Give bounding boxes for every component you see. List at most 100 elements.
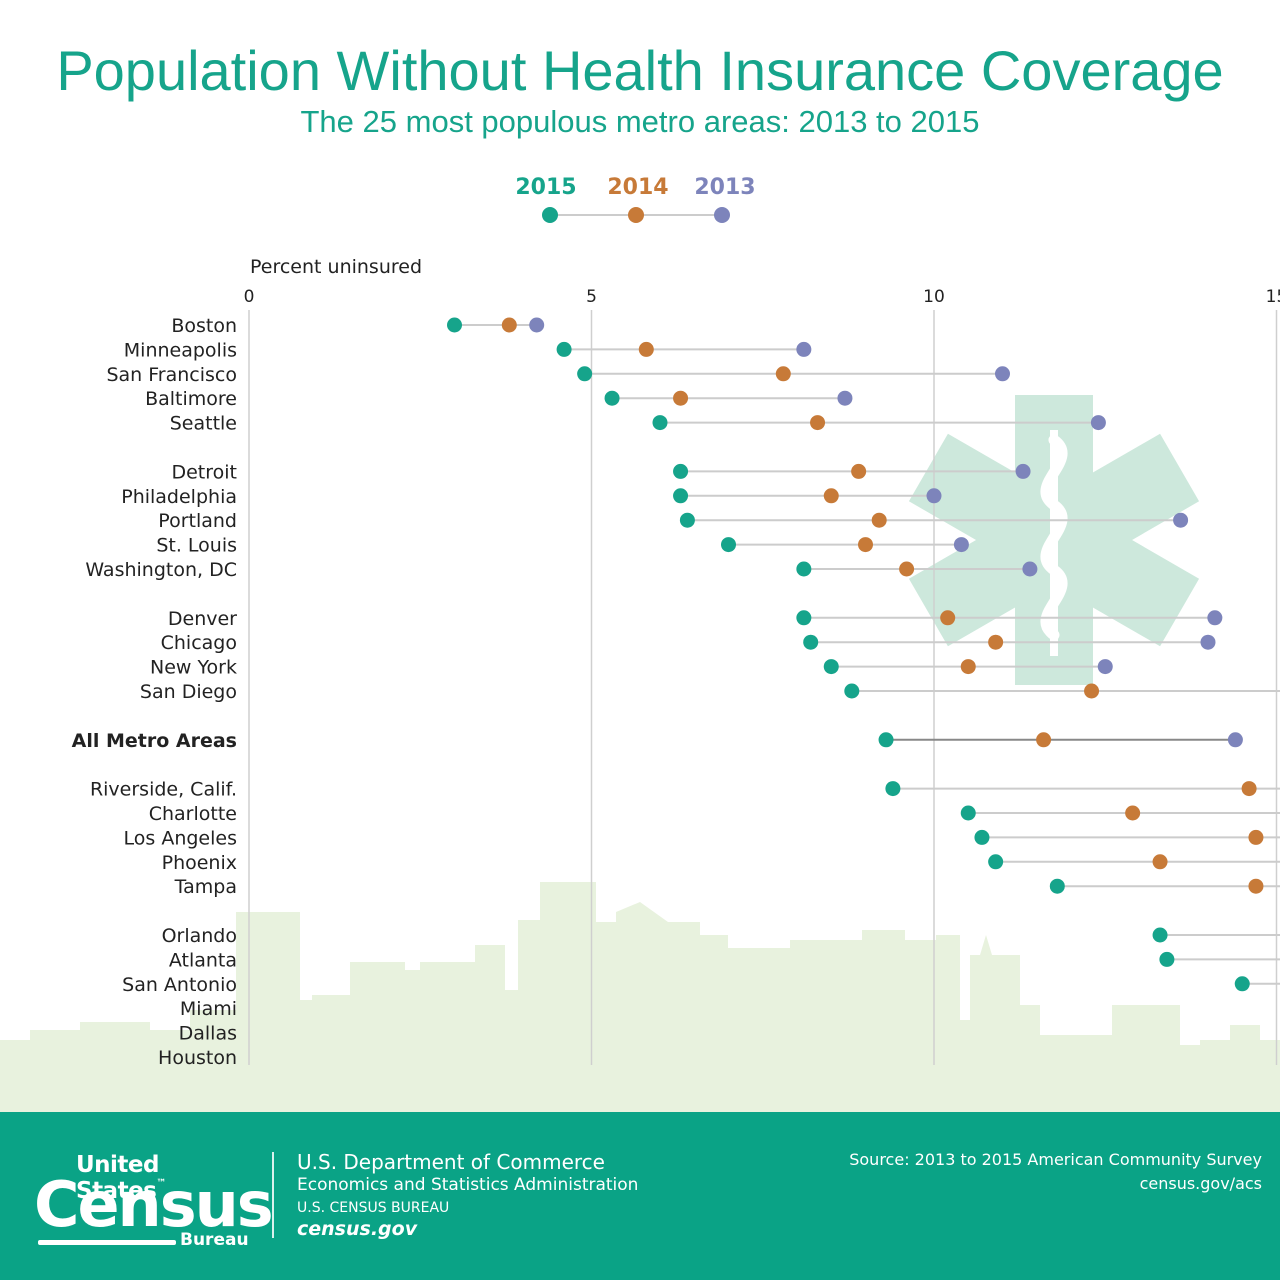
bureau-name: U.S. CENSUS BUREAU xyxy=(297,1200,450,1216)
dot-2015 xyxy=(1049,878,1065,894)
dept-name: U.S. Department of Commerce xyxy=(297,1150,605,1174)
metro-label: Riverside, Calif. xyxy=(90,779,237,801)
dot-2014 xyxy=(899,561,915,577)
dot-2013 xyxy=(1022,561,1038,577)
metro-label: San Francisco xyxy=(106,364,237,386)
metro-label: San Antonio xyxy=(122,974,237,996)
chart-subtitle: The 25 most populous metro areas: 2013 t… xyxy=(300,104,980,139)
metro-label: St. Louis xyxy=(156,535,237,557)
legend-label-2015: 2015 xyxy=(515,175,576,200)
dot-2014 xyxy=(823,488,839,504)
metro-label: San Diego xyxy=(140,681,237,703)
dot-2014 xyxy=(1248,829,1264,845)
dot-2015 xyxy=(960,805,976,821)
logo-united-states: United States™ xyxy=(76,1152,254,1204)
metro-label: Houston xyxy=(158,1047,237,1069)
metro-label: Seattle xyxy=(170,413,237,435)
dot-2014 xyxy=(810,415,826,431)
dot-2015 xyxy=(679,512,695,528)
x-tick-label: 0 xyxy=(244,287,255,307)
dot-2015 xyxy=(577,366,593,382)
dot-2014 xyxy=(501,317,517,333)
dot-2013 xyxy=(837,390,853,406)
legend-dot-2014 xyxy=(628,207,644,223)
dot-2013 xyxy=(529,317,545,333)
dot-2015 xyxy=(1234,976,1250,992)
dot-2015 xyxy=(673,463,689,479)
footer-divider xyxy=(272,1152,274,1238)
dot-2013 xyxy=(796,341,812,357)
x-tick-label: 5 xyxy=(586,287,597,307)
metro-label: Philadelphia xyxy=(121,486,237,508)
logo-tm: ™ xyxy=(156,1178,166,1189)
dot-2014 xyxy=(1152,854,1168,870)
footer: United States™ Census Bureau U.S. Depart… xyxy=(0,1112,1280,1280)
dot-2015 xyxy=(796,561,812,577)
legend: 2015 2014 2013 xyxy=(515,175,756,223)
metro-label: All Metro Areas xyxy=(72,730,237,752)
dot-2015 xyxy=(652,415,668,431)
metro-label: Detroit xyxy=(171,461,237,483)
metro-label: Phoenix xyxy=(162,852,237,874)
legend-label-2013: 2013 xyxy=(694,175,755,200)
x-tick-label: 10 xyxy=(923,287,945,307)
dot-2014 xyxy=(988,634,1004,650)
x-tick-label: 15 xyxy=(1266,287,1280,307)
dot-2014 xyxy=(638,341,654,357)
dot-2013 xyxy=(1097,659,1113,675)
dot-2015 xyxy=(604,390,620,406)
dot-2015 xyxy=(721,537,736,553)
dot-2014 xyxy=(673,390,689,406)
dot-2015 xyxy=(844,683,860,699)
dot-2013 xyxy=(1227,732,1243,748)
dot-2013 xyxy=(1207,610,1223,626)
admin-name: Economics and Statistics Administration xyxy=(297,1175,639,1195)
source-url-link[interactable]: census.gov/acs xyxy=(1139,1174,1262,1193)
dot-2014 xyxy=(960,659,976,675)
metro-label: Portland xyxy=(158,510,237,532)
dot-2013 xyxy=(953,537,969,553)
dot-2015 xyxy=(823,659,839,675)
dot-2014 xyxy=(1248,878,1264,894)
dot-2015 xyxy=(974,829,990,845)
star-of-life-icon xyxy=(908,395,1200,685)
dot-2015 xyxy=(673,488,689,504)
legend-label-2014: 2014 xyxy=(607,175,668,200)
logo-bureau: Bureau xyxy=(180,1230,249,1250)
metro-label: Tampa xyxy=(174,876,237,898)
metro-label: Boston xyxy=(171,315,237,337)
census-gov-link[interactable]: census.gov xyxy=(297,1218,418,1240)
dot-2013 xyxy=(1173,512,1189,528)
logo-underline xyxy=(38,1240,176,1245)
metro-label: New York xyxy=(150,657,237,679)
metro-label: Dallas xyxy=(179,1023,237,1045)
logo-census: Census xyxy=(34,1168,274,1241)
metro-label: Atlanta xyxy=(169,949,237,971)
legend-dot-2013 xyxy=(714,207,730,223)
source-text: Source: 2013 to 2015 American Community … xyxy=(849,1150,1262,1169)
x-axis-label: Percent uninsured xyxy=(250,256,422,278)
metro-label: Chicago xyxy=(161,632,237,654)
dot-2015 xyxy=(878,732,894,748)
dot-2015 xyxy=(988,854,1004,870)
dot-2013 xyxy=(1015,463,1031,479)
dot-2014 xyxy=(775,366,791,382)
dot-2015 xyxy=(447,317,462,333)
metro-label: Miami xyxy=(180,998,237,1020)
dot-2013 xyxy=(1200,634,1216,650)
dot-2013 xyxy=(995,366,1010,382)
logo-us-text: United States xyxy=(76,1152,160,1204)
metro-label: Washington, DC xyxy=(85,559,237,581)
dot-2014 xyxy=(940,610,956,626)
metro-label: Minneapolis xyxy=(124,339,237,361)
dot-2015 xyxy=(885,781,901,797)
dot-2015 xyxy=(796,610,812,626)
metro-label: Denver xyxy=(168,608,237,630)
metro-label: Charlotte xyxy=(149,803,237,825)
dot-2014 xyxy=(1036,732,1052,748)
dot-2015 xyxy=(1159,951,1175,967)
dot-2014 xyxy=(871,512,887,528)
chart-title: Population Without Health Insurance Cove… xyxy=(56,39,1224,102)
census-logo: United States™ Census Bureau xyxy=(34,1152,274,1252)
